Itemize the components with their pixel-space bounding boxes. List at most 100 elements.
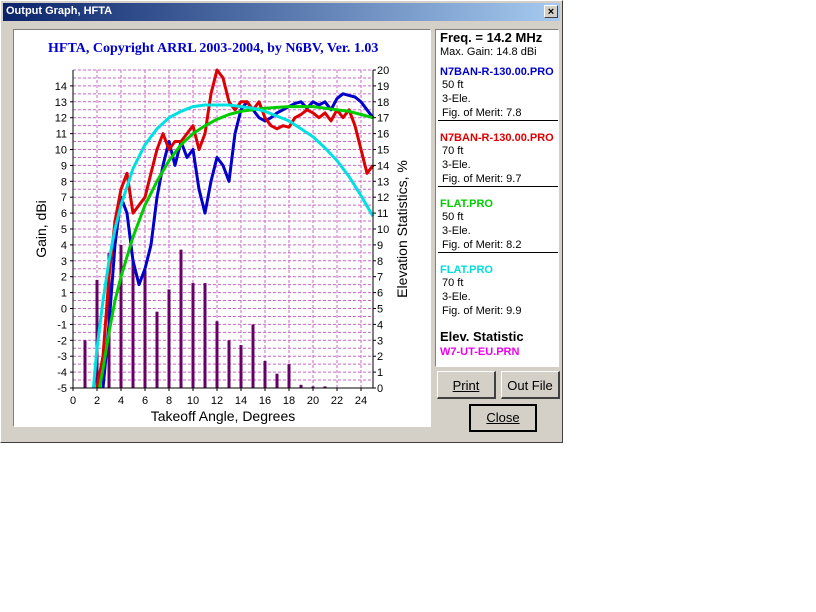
frequency-label: Freq. = 14.2 MHz <box>440 30 543 45</box>
x-tick-label: 18 <box>283 395 295 407</box>
x-tick-label: 0 <box>70 395 76 407</box>
y2-tick-label: 7 <box>377 272 383 284</box>
elevation-bar <box>287 364 291 388</box>
x-tick-label: 22 <box>331 395 343 407</box>
y2-tick-label: 20 <box>377 65 389 77</box>
x-tick-label: 16 <box>259 395 271 407</box>
legend-entry-name: N7BAN-R-130.00.PRO <box>440 66 554 78</box>
y2-tick-label: 14 <box>377 160 389 172</box>
legend-entry-elements: 3-Ele. <box>442 159 471 171</box>
legend-entry-name: FLAT.PRO <box>440 264 493 276</box>
y-tick-label: 5 <box>61 224 67 236</box>
legend-entry-merit: Fig. of Merit: 9.9 <box>442 305 522 317</box>
print-label: Print <box>452 378 480 393</box>
y-tick-label: -3 <box>57 351 67 363</box>
y2-tick-label: 1 <box>377 367 383 379</box>
y2-tick-label: 13 <box>377 176 389 188</box>
elevation-bar <box>215 321 219 388</box>
y2-axis-label: Elevation Statistics, % <box>394 160 410 298</box>
y-tick-label: 13 <box>55 97 67 109</box>
elevation-bar <box>275 373 279 388</box>
y2-tick-label: 3 <box>377 335 383 347</box>
output-graph-window: Output Graph, HFTA × HFTA, Copyright ARR… <box>0 0 563 443</box>
title-bar[interactable]: Output Graph, HFTA × <box>3 3 560 21</box>
y-tick-label: 14 <box>55 81 67 93</box>
elev-statistic-heading: Elev. Statistic <box>440 329 524 344</box>
y-tick-label: 10 <box>55 145 67 157</box>
elevation-bar <box>95 279 99 388</box>
y-axis-label: Gain, dBi <box>33 200 49 258</box>
legend-entry-merit: Fig. of Merit: 8.2 <box>442 239 522 251</box>
legend-entry-merit: Fig. of Merit: 9.7 <box>442 173 522 185</box>
close-icon[interactable]: × <box>544 5 558 18</box>
series-line <box>91 103 375 389</box>
x-tick-label: 4 <box>118 395 124 407</box>
x-tick-label: 24 <box>355 395 367 407</box>
legend-panel: Freq. = 14.2 MHz Max. Gain: 14.8 dBi N7B… <box>435 29 559 367</box>
x-tick-label: 14 <box>235 395 247 407</box>
legend-entry: N7BAN-R-130.00.PRO 70 ft 3-Ele. Fig. of Mer… <box>438 132 558 187</box>
y-tick-label: 2 <box>61 272 67 284</box>
elevation-bar <box>119 244 123 388</box>
y-tick-label: 0 <box>61 304 67 316</box>
max-gain-label: Max. Gain: 14.8 dBi <box>440 46 537 58</box>
elevation-bar <box>239 345 243 388</box>
elevation-bar <box>131 259 135 388</box>
y-tick-label: 7 <box>61 192 67 204</box>
legend-entry-height: 50 ft <box>442 211 464 223</box>
y2-tick-label: 12 <box>377 192 389 204</box>
chart-title: HFTA, Copyright ARRL 2003-2004, by N6BV,… <box>48 41 378 56</box>
elevation-bar <box>167 289 171 388</box>
legend-entry-name: N7BAN-R-130.00.PRO <box>440 132 554 144</box>
out-file-button[interactable]: Out File <box>501 371 560 399</box>
y2-tick-label: 18 <box>377 97 389 109</box>
elevation-bar <box>323 386 327 388</box>
series-line <box>95 68 375 389</box>
elevation-bar <box>143 270 147 388</box>
elev-statistic-file: W7-UT-EU.PRN <box>440 346 520 358</box>
elevation-bar <box>311 386 315 388</box>
x-axis-label: Takeoff Angle, Degrees <box>151 408 296 424</box>
elevation-bar <box>155 311 159 388</box>
close-button[interactable]: Close <box>469 404 537 432</box>
y2-tick-label: 5 <box>377 304 383 316</box>
output-chart: HFTA, Copyright ARRL 2003-2004, by N6BV,… <box>33 41 410 424</box>
plot-panel: HFTA, Copyright ARRL 2003-2004, by N6BV,… <box>13 29 431 427</box>
legend-entry: FLAT.PRO 50 ft 3-Ele. Fig. of Merit: 8.2 <box>438 198 558 253</box>
elevation-bar <box>251 324 255 388</box>
elevation-bar <box>263 360 267 388</box>
y2-tick-label: 17 <box>377 113 389 125</box>
y2-tick-label: 19 <box>377 81 389 93</box>
elevation-bar <box>203 283 207 388</box>
y2-tick-label: 9 <box>377 240 383 252</box>
elevation-bar <box>179 249 183 388</box>
y-tick-label: -2 <box>57 335 67 347</box>
y-tick-label: 11 <box>56 129 67 141</box>
legend-entry-height: 70 ft <box>442 145 464 157</box>
elevation-bar <box>191 283 195 388</box>
legend-entry-elements: 3-Ele. <box>442 93 471 105</box>
legend-entry-elements: 3-Ele. <box>442 225 471 237</box>
window-title: Output Graph, HFTA <box>6 5 113 17</box>
y-tick-label: -4 <box>57 367 67 379</box>
y2-tick-label: 0 <box>377 383 383 395</box>
y2-tick-label: 4 <box>377 319 383 331</box>
y-tick-label: 1 <box>61 288 67 300</box>
print-button[interactable]: Print <box>437 371 496 399</box>
series-line <box>101 92 375 389</box>
elevation-bar <box>83 340 87 388</box>
series-line <box>97 105 374 389</box>
y-tick-label: -1 <box>57 319 67 331</box>
y-tick-label: 4 <box>61 240 67 252</box>
y2-tick-label: 10 <box>377 224 389 236</box>
out-file-label: Out File <box>507 378 553 393</box>
x-tick-label: 6 <box>142 395 148 407</box>
y2-tick-label: 15 <box>377 145 389 157</box>
legend-entry-height: 50 ft <box>442 79 464 91</box>
legend-entry: FLAT.PRO 70 ft 3-Ele. Fig. of Merit: 9.9 <box>438 264 558 318</box>
x-tick-label: 10 <box>187 395 199 407</box>
y2-tick-label: 16 <box>377 129 389 141</box>
y2-tick-label: 11 <box>377 208 388 220</box>
legend-entry-name: FLAT.PRO <box>440 198 493 210</box>
y2-tick-label: 8 <box>377 256 383 268</box>
